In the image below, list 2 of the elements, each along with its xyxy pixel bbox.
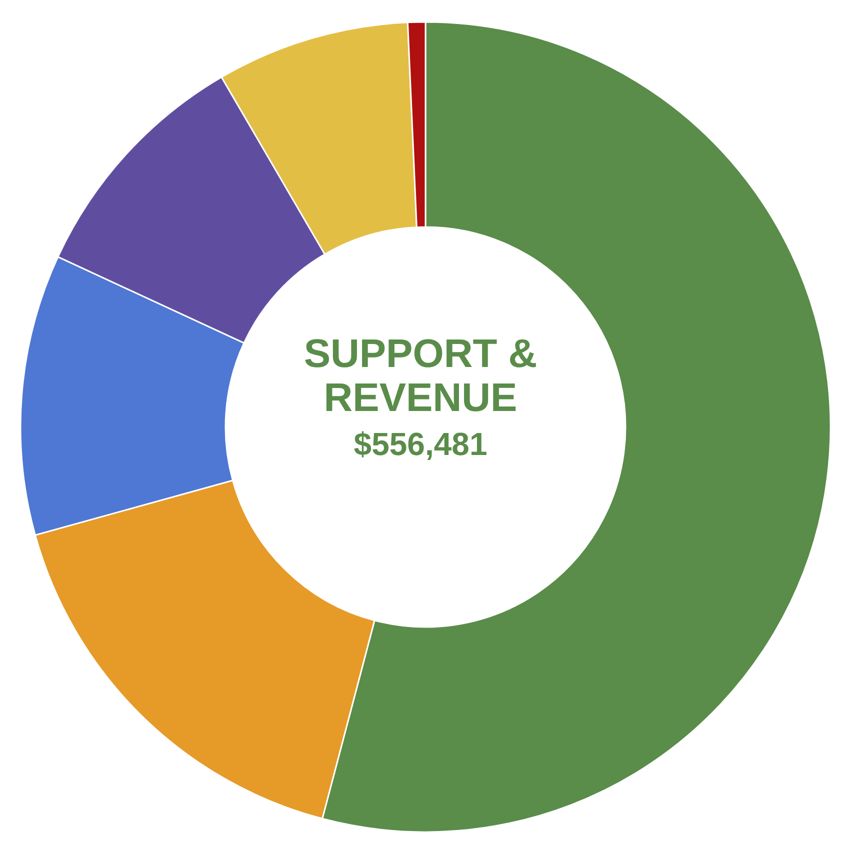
text: SUPPORT & REVENUE bbox=[302, 332, 538, 420]
text: $556,481 bbox=[352, 426, 488, 463]
